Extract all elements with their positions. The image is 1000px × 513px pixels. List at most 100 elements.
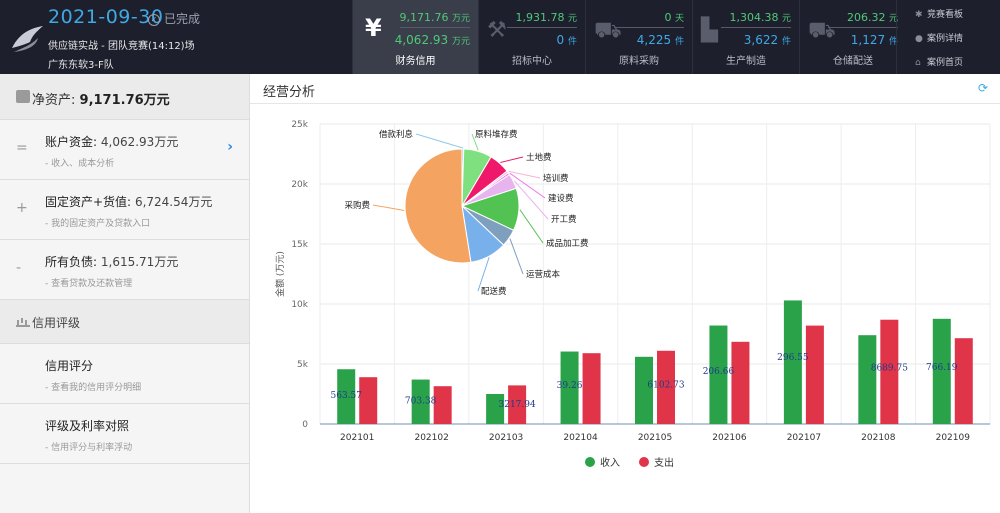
bar-income — [337, 369, 356, 424]
analysis-panel: 经营分析 ⟳ 0 5k 10k 15k 20k 25k 金额 (万元) 563.57 20210… — [250, 74, 1000, 513]
equals-icon: = — [16, 140, 28, 156]
sidebar-item-label: 所有负债: — [45, 255, 98, 269]
net-assets-header: 净资产: 9,171.76万元 — [0, 74, 249, 120]
business-analysis-chart: 0 5k 10k 15k 20k 25k 金额 (万元) 563.57 202101 703.38… — [274, 120, 991, 469]
module-label: 仓储配送 — [833, 56, 873, 67]
module-tab-0[interactable]: ¥9,171.76 万元 4,062.93 万元 财务信用 — [352, 0, 478, 74]
gear-icon: ✱ — [915, 10, 923, 20]
bar-expense — [731, 341, 750, 424]
pie-slice-label: 开工费 — [551, 214, 577, 225]
bar-income — [411, 379, 430, 424]
bar-data-label: 39.26 — [557, 381, 583, 391]
bar-data-label: 563.57 — [330, 391, 362, 401]
pie-slice — [404, 148, 472, 264]
pie-slice-label: 原料堆存费 — [475, 129, 518, 140]
pie-leader-line — [372, 204, 405, 212]
y-tick-label: 10k — [291, 300, 308, 310]
gavel-icon: ⚒ — [487, 18, 507, 43]
quick-links: ✱ 竞赛看板 ● 案例详情 ⌂ 案例首页 — [896, 0, 1000, 74]
sidebar-item-amount: 6,724.54万元 — [134, 195, 213, 209]
x-tick-label: 202107 — [787, 433, 821, 443]
module-tab-2[interactable]: ⛟ 0 天 4,225 件原料采购 — [585, 0, 692, 74]
sidebar-item-account-funds[interactable]: = 账户资金: 4,062.93万元 - 收入、成本分析 › — [0, 120, 249, 180]
quick-link-case-detail[interactable]: ● 案例详情 — [915, 34, 964, 44]
sidebar-item-credit-score[interactable]: 信用评分 - 查看我的信用评分明细 — [0, 344, 249, 404]
pie-leader-line — [500, 156, 524, 163]
y-tick-label: 5k — [297, 360, 309, 370]
bar-data-label: 6102.73 — [647, 381, 684, 391]
sidebar-item-amount: 1,615.71万元 — [100, 255, 179, 269]
pie-slice-label: 成品加工费 — [546, 238, 589, 249]
sidebar-item-label: 账户资金: — [45, 135, 98, 149]
pie-leader-line — [509, 172, 546, 199]
bar-income — [932, 318, 951, 424]
home-icon: ⌂ — [915, 58, 921, 68]
sidebar-item-subtitle: - 查看我的信用评分明细 — [45, 383, 142, 393]
pie-slice-label: 运营成本 — [526, 269, 561, 280]
module-tab-1[interactable]: ⚒ 1,931.78 元 0 件招标中心 — [478, 0, 585, 74]
coins-icon — [16, 90, 30, 103]
module-value-secondary: 0 件 — [556, 33, 577, 47]
sidebar: 净资产: 9,171.76万元 = 账户资金: 4,062.93万元 - 收入、… — [0, 74, 250, 513]
bar-income — [560, 351, 579, 424]
sidebar-item-subtitle: - 我的固定资产及贷款入口 — [45, 219, 151, 229]
status-badge: ✓ 已完成 — [148, 10, 200, 27]
module-tab-3[interactable]: ▙ 1,304.38 元 3,622 件生产制造 — [692, 0, 799, 74]
chevron-right-icon[interactable]: › — [227, 139, 233, 155]
module-tab-4[interactable]: ⛟ 206.32 元 1,127 件仓储配送 — [799, 0, 906, 74]
x-tick-label: 202103 — [489, 433, 523, 443]
competition-title: 供应链实战 - 团队竞赛(14:12)场 — [48, 41, 195, 52]
team-name: 广东东软3-F队 — [48, 60, 114, 71]
pie-leader-line — [519, 209, 544, 244]
quick-link-case-home[interactable]: ⌂ 案例首页 — [915, 58, 964, 68]
net-assets-value: 9,171.76万元 — [79, 93, 170, 108]
credit-rating-header: 信用评级 — [0, 300, 249, 344]
legend-label: 支出 — [654, 456, 674, 469]
net-assets-label: 净资产: — [32, 93, 76, 108]
sidebar-item-subtitle: - 信用评分与利率浮动 — [45, 443, 133, 453]
x-tick-label: 202108 — [861, 433, 896, 443]
pie-slice-label: 采购费 — [344, 200, 370, 211]
bar-income — [709, 325, 728, 424]
y-tick-label: 15k — [291, 240, 308, 250]
module-nav: ¥9,171.76 万元 4,062.93 万元 财务信用 ⚒ 1,931.78 元 0 … — [352, 0, 906, 74]
module-value-primary: 1,304.38 元 — [729, 11, 792, 24]
pie-slice-label: 建设费 — [548, 193, 574, 204]
sidebar-item-fixed-assets[interactable]: + 固定资产+货值: 6,724.54万元 - 我的固定资产及贷款入口 — [0, 180, 249, 240]
plus-icon: + — [16, 200, 28, 216]
bar-expense — [433, 386, 452, 424]
module-value-primary: 0 天 — [664, 11, 684, 24]
cart-icon: ⛟ — [594, 18, 622, 43]
bar-data-label: 8689.75 — [871, 364, 908, 374]
x-tick-label: 202109 — [936, 433, 971, 443]
sidebar-item-label: 评级及利率对照 — [45, 419, 130, 433]
sidebar-item-subtitle: - 收入、成本分析 — [45, 159, 115, 169]
module-value-primary: 9,171.76 万元 — [399, 11, 471, 24]
module-value-primary: 1,931.78 元 — [515, 11, 578, 24]
sidebar-item-liabilities[interactable]: - 所有负债: 1,615.71万元 - 查看贷款及还款管理 — [0, 240, 249, 300]
y-tick-label: 25k — [291, 120, 308, 130]
sidebar-item-rating-rates[interactable]: 评级及利率对照 - 信用评分与利率浮动 — [0, 404, 249, 464]
bar-expense — [805, 325, 824, 424]
bar-data-label: 3217.94 — [499, 400, 536, 410]
quick-link-dashboard[interactable]: ✱ 竞赛看板 — [915, 10, 964, 20]
sidebar-item-subtitle: - 查看贷款及还款管理 — [45, 279, 133, 289]
bar-expense — [954, 338, 973, 424]
y-axis-label: 金额 (万元) — [274, 251, 286, 297]
module-value-primary: 206.32 元 — [846, 11, 898, 24]
minus-icon: - — [16, 260, 22, 276]
bar-data-label: 206.66 — [703, 367, 735, 377]
module-divider — [721, 27, 791, 28]
bar-income — [635, 356, 653, 424]
pie-leader-line — [509, 238, 524, 275]
panel-header: 经营分析 ⟳ — [250, 74, 1000, 104]
refresh-icon[interactable]: ⟳ — [977, 81, 988, 95]
bar-expense — [582, 353, 601, 424]
module-value-secondary: 4,062.93 万元 — [394, 33, 470, 47]
module-value-secondary: 1,127 件 — [850, 33, 898, 47]
credit-rating-title: 信用评级 — [32, 316, 81, 330]
check-circle-icon: ✓ — [148, 14, 160, 26]
y-tick-label: 0 — [302, 420, 308, 430]
pie-slice-label: 培训费 — [543, 173, 569, 184]
x-tick-label: 202102 — [414, 433, 448, 443]
